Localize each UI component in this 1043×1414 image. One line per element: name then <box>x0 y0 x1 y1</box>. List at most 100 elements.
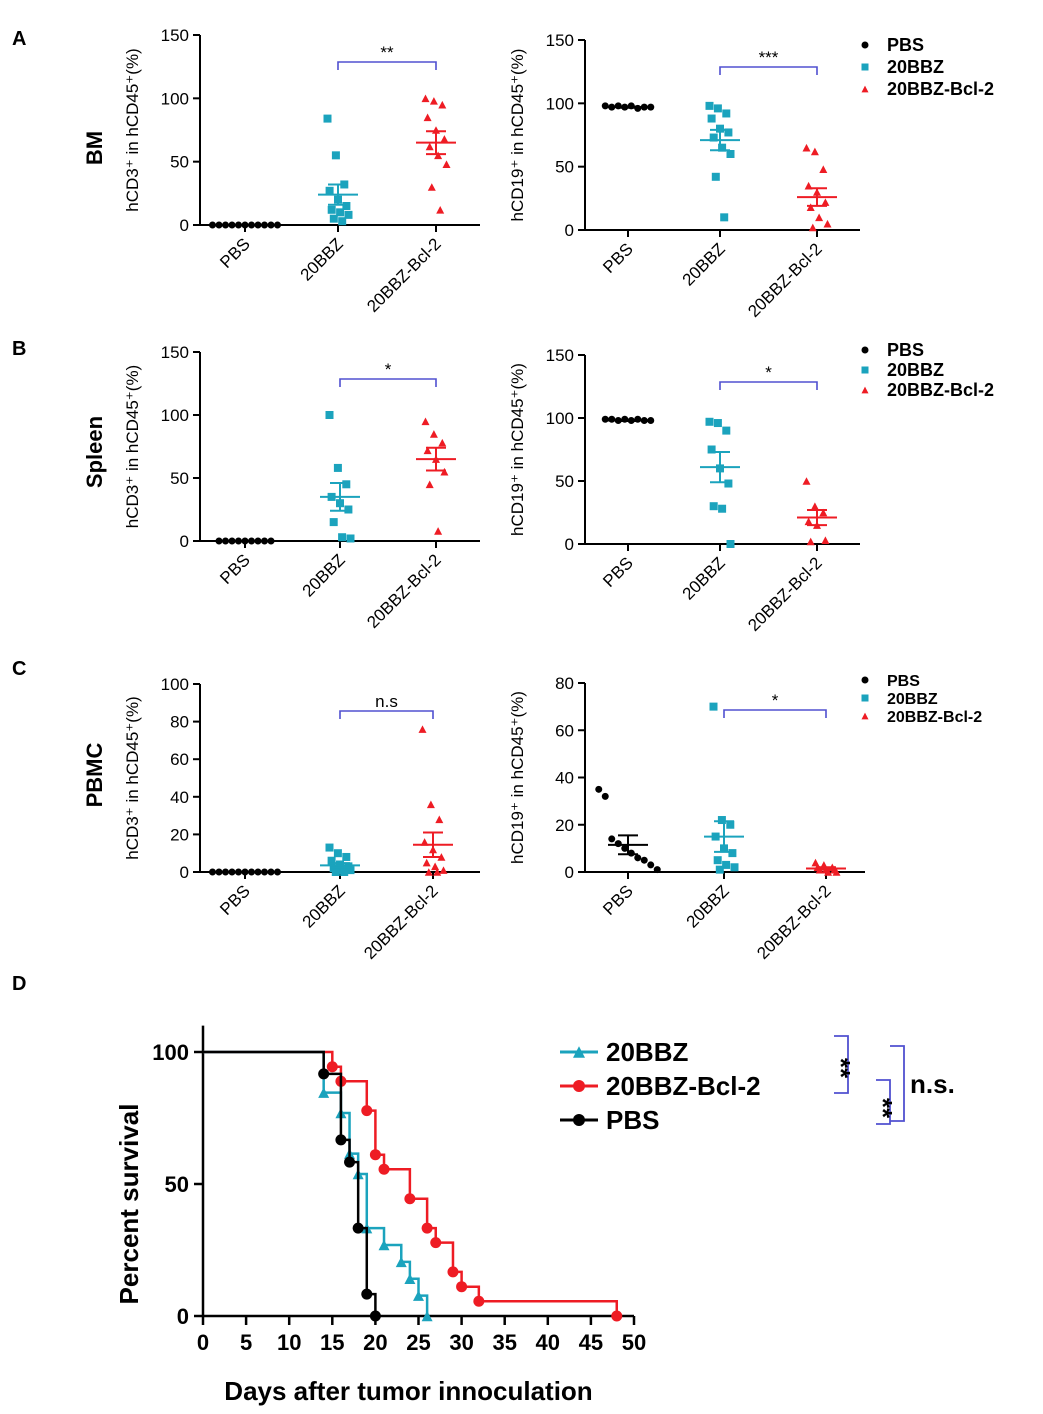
y-tick-label: 100 <box>161 675 189 694</box>
data-point <box>342 480 351 489</box>
data-point <box>810 147 819 156</box>
data-point <box>717 816 726 825</box>
data-point <box>431 862 440 871</box>
legend-marker-20bbz-bcl-2 <box>861 85 869 93</box>
legend-marker-20bbz-bcl-2 <box>861 386 869 394</box>
x-tick-label: 20 <box>363 1330 387 1355</box>
legend-label-pbs: PBS <box>606 1105 659 1135</box>
survival-marker <box>318 1068 330 1080</box>
legend-marker-pbs <box>573 1114 585 1126</box>
legend-label-20bbz: 20BBZ <box>887 360 944 380</box>
significance-label: * <box>385 360 392 379</box>
data-point <box>267 221 275 229</box>
data-point <box>440 467 449 476</box>
row-label-spleen: Spleen <box>82 416 107 488</box>
data-point <box>439 866 448 874</box>
data-point <box>709 702 718 711</box>
scatter-panel-a-left: 0 50 100 150 hCD3⁺ in hCD45⁺(%) PBS 20BBZ 20BBZ… <box>123 26 480 316</box>
y-tick-label: 0 <box>180 532 189 551</box>
survival-marker <box>344 1156 356 1168</box>
y-tick-label: 50 <box>555 158 574 177</box>
x-tick-label-20bbz: 20BBZ <box>679 553 729 603</box>
data-point <box>832 868 841 876</box>
data-point <box>608 835 616 843</box>
survival-marker <box>611 1310 623 1322</box>
y-tick-label: 40 <box>555 769 574 788</box>
survival-marker <box>473 1295 485 1307</box>
legend-marker-pbs <box>861 676 869 684</box>
x-tick-label: 40 <box>536 1330 560 1355</box>
survival-marker <box>421 1310 433 1322</box>
data-point <box>808 223 817 232</box>
y-tick-label: 100 <box>161 89 189 108</box>
data-point <box>344 505 353 514</box>
data-point <box>722 109 731 118</box>
y-axis-label: hCD3⁺ in hCD45⁺(%) <box>123 365 142 528</box>
data-point <box>823 219 832 228</box>
y-tick-label: 0 <box>180 216 189 235</box>
legend-label-20bbz-bcl-2: 20BBZ-Bcl-2 <box>887 380 994 400</box>
survival-marker <box>352 1222 364 1234</box>
x-tick-label-pbs: PBS <box>599 553 636 590</box>
x-tick-label-20bbz: 20BBZ <box>299 550 349 600</box>
survival-marker <box>369 1149 381 1161</box>
y-tick-label: 20 <box>555 816 574 835</box>
data-point <box>215 221 223 229</box>
data-point <box>429 430 438 438</box>
data-point <box>804 517 813 526</box>
row-label-bm: BM <box>82 131 107 165</box>
data-point <box>730 863 739 872</box>
survival-marker <box>318 1087 330 1098</box>
data-point <box>647 417 655 425</box>
data-point <box>802 477 811 485</box>
y-tick-label: 80 <box>555 674 574 693</box>
data-point <box>438 438 447 447</box>
data-point <box>815 213 824 222</box>
scatter-panel-b-right: 0 50 100 150 hCD19⁺ in hCD45⁺(%) PBS 20BBZ 20BB… <box>508 346 860 635</box>
scatter-panel-c-right: 0 20 40 60 80 hCD19⁺ in hCD45⁺(%) PBS 20BBZ 20BB… <box>508 674 865 963</box>
data-point <box>647 103 655 111</box>
x-tick-label-20bbz: 20BBZ <box>297 234 347 284</box>
y-tick-label: 100 <box>161 406 189 425</box>
data-point <box>329 214 338 223</box>
y-tick-label: 60 <box>170 750 189 769</box>
data-point <box>342 202 351 210</box>
survival-marker <box>430 1237 442 1249</box>
y-tick-label: 150 <box>546 31 574 50</box>
legend-marker-20bbz <box>861 366 869 374</box>
y-tick-label: 20 <box>170 825 189 844</box>
data-point <box>215 868 223 876</box>
significance-bracket <box>339 710 434 719</box>
survival-marker <box>361 1288 373 1300</box>
x-axis-label: Days after tumor innoculation <box>224 1376 592 1406</box>
legend-label-pbs: PBS <box>887 35 924 55</box>
data-point <box>424 868 433 876</box>
x-tick-label: 50 <box>622 1330 646 1355</box>
survival-marker <box>326 1061 338 1073</box>
data-point <box>418 725 427 733</box>
data-point <box>215 537 223 545</box>
data-point <box>440 135 449 143</box>
data-point <box>342 852 351 861</box>
data-point <box>421 417 430 426</box>
legend-marker-20bbz-bcl-2 <box>573 1080 585 1092</box>
data-point <box>608 415 616 423</box>
x-tick-label: 25 <box>406 1330 430 1355</box>
data-point <box>422 858 431 867</box>
x-tick-label-pbs: PBS <box>599 881 636 918</box>
data-point <box>267 868 275 876</box>
data-point <box>806 203 815 211</box>
data-point <box>614 840 622 848</box>
data-point <box>821 536 830 545</box>
comparison-label: ** <box>826 1058 856 1079</box>
data-point <box>713 856 722 865</box>
significance-label: * <box>772 691 779 710</box>
x-tick-label: 10 <box>277 1330 301 1355</box>
data-point <box>707 114 716 123</box>
data-point <box>726 150 735 158</box>
row-label-pbmc: PBMC <box>82 743 107 808</box>
survival-marker <box>404 1193 416 1205</box>
y-tick-label: 150 <box>161 26 189 45</box>
x-tick-label-20bbz-bcl-2: 20BBZ-Bcl-2 <box>363 550 445 632</box>
